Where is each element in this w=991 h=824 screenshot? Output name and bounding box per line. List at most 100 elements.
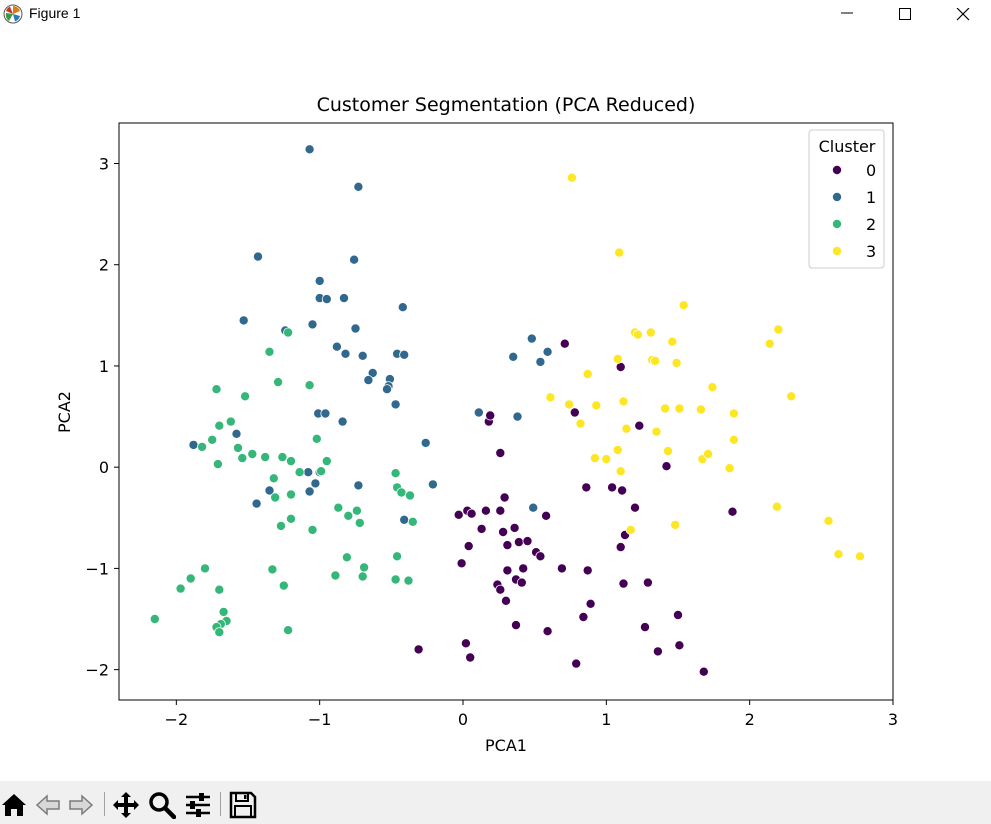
data-point-cluster-3 — [582, 368, 593, 379]
data-point-cluster-3 — [621, 423, 632, 434]
data-point-cluster-0 — [516, 577, 527, 588]
data-point-cluster-2 — [211, 384, 222, 395]
data-point-cluster-2 — [278, 580, 289, 591]
data-point-cluster-1 — [390, 399, 401, 410]
data-point-cluster-3 — [663, 445, 674, 456]
data-point-cluster-2 — [304, 380, 315, 391]
data-point-cluster-0 — [615, 542, 626, 553]
data-point-cluster-2 — [283, 327, 294, 338]
data-point-cluster-2 — [285, 456, 296, 467]
minimize-icon — [841, 12, 853, 14]
data-point-cluster-2 — [396, 487, 407, 498]
configure-subplots-button[interactable] — [184, 791, 212, 819]
configure-subplots-icon — [186, 793, 210, 817]
data-point-cluster-0 — [698, 666, 709, 677]
legend-marker-2 — [832, 218, 843, 229]
data-point-cluster-0 — [522, 536, 533, 547]
home-button[interactable] — [0, 791, 28, 819]
x-tick-label: 2 — [745, 710, 755, 729]
data-point-cluster-2 — [218, 606, 229, 617]
data-point-cluster-2 — [225, 416, 236, 427]
data-point-cluster-2 — [267, 564, 278, 575]
data-point-cluster-3 — [575, 418, 586, 429]
data-point-cluster-1 — [231, 428, 242, 439]
y-tick-label: −2 — [85, 661, 109, 680]
toolbar-separator — [104, 792, 105, 816]
data-point-cluster-2 — [351, 505, 362, 516]
data-point-cluster-3 — [855, 551, 866, 562]
data-point-cluster-2 — [260, 452, 271, 463]
zoom-icon — [149, 792, 177, 820]
data-point-cluster-3 — [660, 403, 671, 414]
window-title: Figure 1 — [29, 5, 81, 21]
data-point-cluster-3 — [786, 391, 797, 402]
y-tick-label: −1 — [85, 559, 109, 578]
data-point-cluster-3 — [632, 329, 643, 340]
data-point-cluster-0 — [607, 482, 618, 493]
data-point-cluster-1 — [349, 254, 360, 265]
data-points — [149, 144, 866, 677]
data-point-cluster-2 — [341, 552, 352, 563]
data-point-cluster-0 — [510, 620, 521, 631]
close-button[interactable] — [934, 0, 991, 31]
legend-label-3: 3 — [866, 242, 876, 261]
data-point-cluster-2 — [277, 452, 288, 463]
data-point-cluster-1 — [320, 408, 331, 419]
maximize-button[interactable] — [876, 0, 934, 31]
data-point-cluster-3 — [566, 172, 577, 183]
data-point-cluster-0 — [476, 523, 487, 534]
data-point-cluster-2 — [354, 517, 365, 528]
data-point-cluster-3 — [771, 501, 782, 512]
plot-frame — [118, 122, 894, 701]
zoom-button[interactable] — [148, 791, 177, 820]
data-point-cluster-0 — [585, 598, 596, 609]
data-point-cluster-0 — [542, 626, 553, 637]
data-point-cluster-2 — [359, 562, 370, 573]
data-point-cluster-2 — [403, 575, 414, 586]
back-button[interactable] — [34, 791, 62, 819]
data-point-cluster-1 — [304, 486, 315, 497]
data-point-cluster-0 — [456, 558, 467, 569]
data-point-cluster-0 — [480, 505, 491, 516]
data-point-cluster-3 — [614, 247, 625, 258]
save-button[interactable] — [229, 791, 257, 819]
x-tick-label: −1 — [308, 710, 332, 729]
data-point-cluster-0 — [453, 509, 464, 520]
data-point-cluster-0 — [460, 638, 471, 649]
data-point-cluster-2 — [247, 448, 258, 459]
x-tick-label: 0 — [458, 710, 468, 729]
data-point-cluster-2 — [207, 434, 218, 445]
minimize-button[interactable] — [818, 0, 876, 31]
data-point-cluster-3 — [625, 524, 636, 535]
pan-button[interactable] — [112, 791, 140, 819]
data-point-cluster-3 — [773, 324, 784, 335]
toolbar-separator — [220, 792, 221, 816]
data-point-cluster-2 — [240, 391, 251, 402]
data-point-cluster-0 — [674, 640, 685, 651]
data-point-cluster-3 — [707, 382, 718, 393]
data-point-cluster-0 — [634, 420, 645, 431]
x-tick-label: 1 — [601, 710, 611, 729]
data-point-cluster-2 — [199, 563, 210, 574]
data-point-cluster-0 — [518, 563, 529, 574]
data-point-cluster-1 — [512, 411, 523, 422]
data-point-cluster-3 — [695, 404, 706, 415]
y-axis-label: PCA2 — [55, 391, 74, 433]
data-point-cluster-1 — [310, 478, 321, 489]
data-point-cluster-2 — [333, 502, 344, 513]
data-point-cluster-0 — [578, 612, 589, 623]
data-point-cluster-1 — [542, 346, 553, 357]
data-point-cluster-3 — [615, 466, 626, 477]
data-point-cluster-3 — [671, 357, 682, 368]
data-point-cluster-0 — [502, 565, 513, 576]
data-point-cluster-0 — [642, 577, 653, 588]
data-point-cluster-3 — [589, 453, 600, 464]
data-point-cluster-2 — [407, 516, 418, 527]
data-point-cluster-1 — [307, 319, 318, 330]
data-point-cluster-2 — [285, 489, 296, 500]
data-point-cluster-2 — [330, 570, 341, 581]
data-point-cluster-2 — [283, 625, 294, 636]
forward-button[interactable] — [67, 791, 95, 819]
data-point-cluster-0 — [495, 447, 506, 458]
data-point-cluster-3 — [651, 426, 662, 437]
